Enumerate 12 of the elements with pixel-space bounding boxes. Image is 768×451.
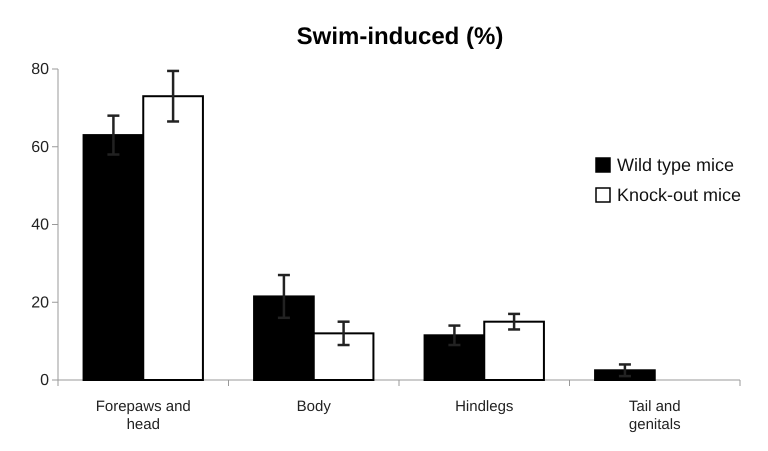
x-tick-label: Hindlegs — [455, 398, 514, 415]
chart-title: Swim-induced (%) — [296, 23, 504, 50]
y-tick-label: 20 — [31, 294, 50, 312]
x-tick-label: Forepaws and head — [96, 398, 191, 433]
y-tick-label: 80 — [31, 61, 50, 78]
y-tick-label: 40 — [31, 216, 50, 234]
x-tick-label: Body — [296, 398, 332, 415]
x-tick-label: Tail and genitals — [628, 398, 681, 433]
y-tick-label: 0 — [40, 372, 50, 390]
legend-label: Wild type mice — [617, 155, 734, 175]
y-tick-label: 60 — [31, 138, 50, 156]
legend-label: Knock-out mice — [617, 185, 742, 205]
